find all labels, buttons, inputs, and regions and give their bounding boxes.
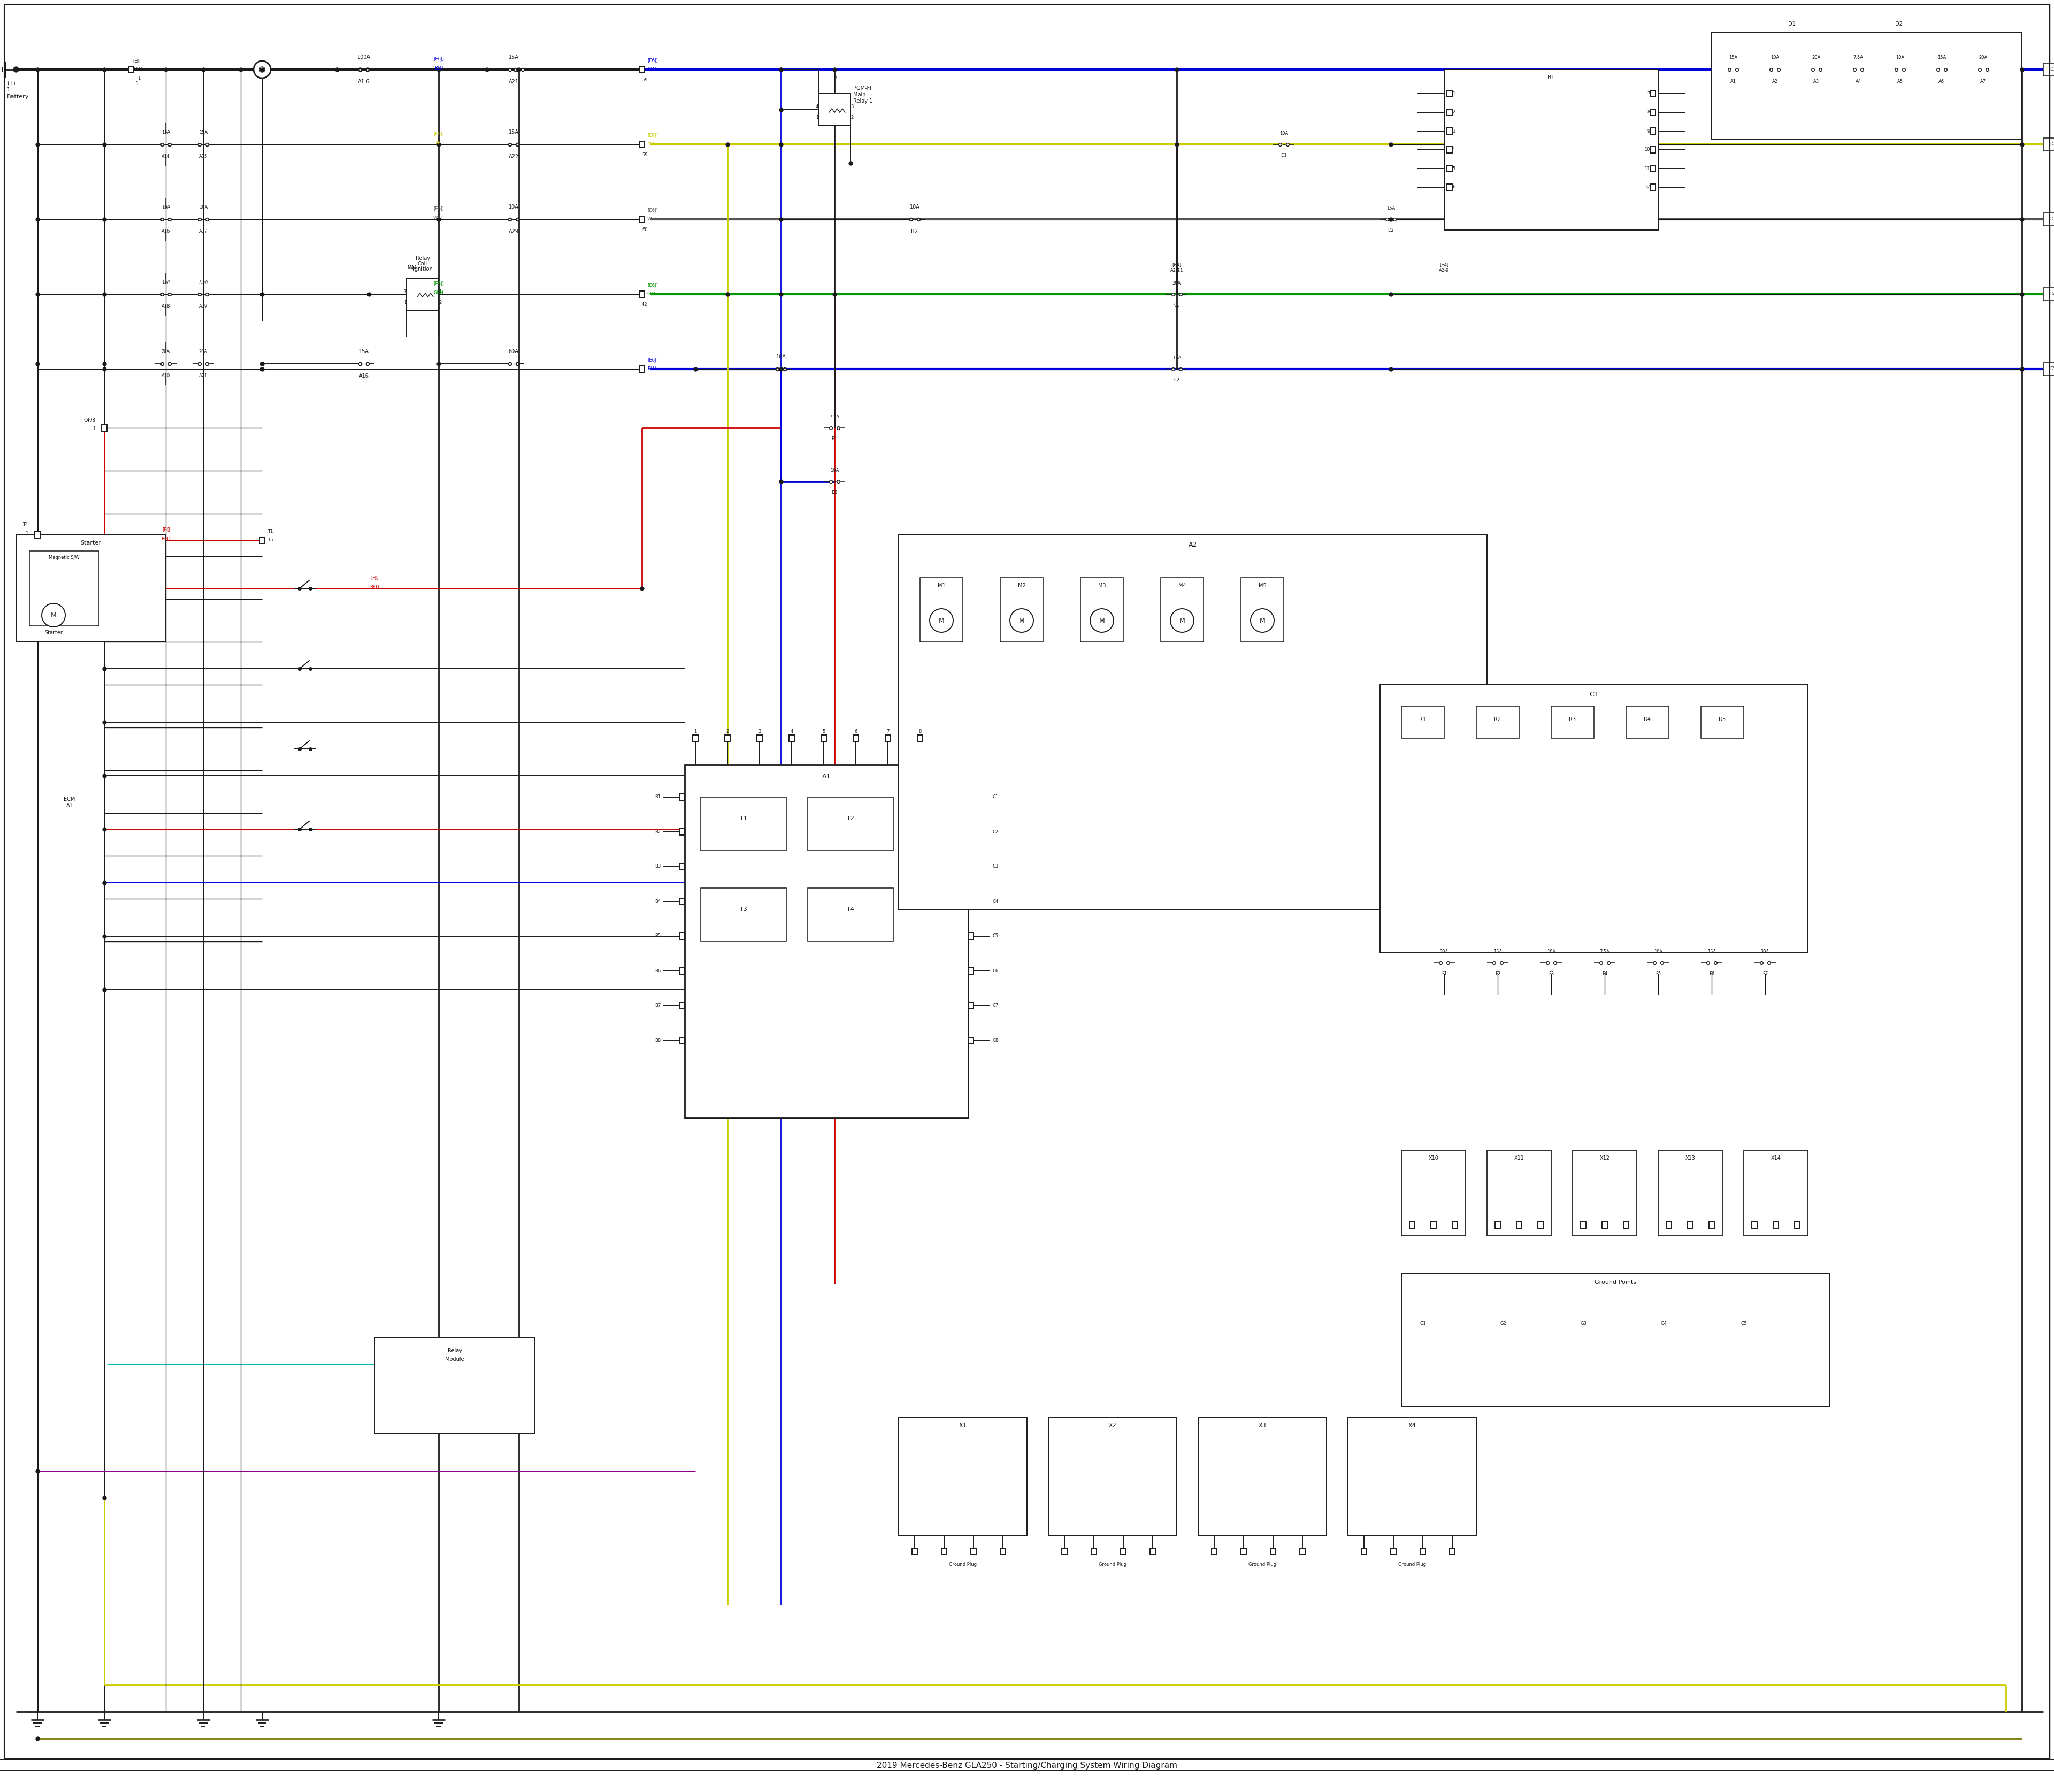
Text: 15A: 15A — [1386, 206, 1395, 211]
Text: M: M — [1259, 616, 1265, 624]
Bar — [756, 735, 762, 742]
Text: B1: B1 — [832, 437, 838, 441]
Bar — [639, 66, 645, 73]
Text: A16: A16 — [359, 373, 370, 378]
Bar — [1391, 1548, 1397, 1554]
Text: YEL: YEL — [435, 142, 442, 145]
Bar — [1666, 1222, 1672, 1228]
Bar — [967, 968, 974, 975]
Text: A17: A17 — [199, 229, 207, 233]
Text: C8: C8 — [992, 1038, 998, 1043]
Bar — [639, 142, 645, 147]
Text: C1: C1 — [1590, 692, 1598, 699]
Bar — [1773, 1222, 1779, 1228]
Text: 20A: 20A — [1440, 950, 1448, 955]
Bar — [639, 290, 645, 297]
Bar — [1711, 32, 2021, 140]
Bar — [1450, 1548, 1454, 1554]
Bar — [1150, 1548, 1154, 1554]
Text: 2: 2 — [850, 115, 852, 120]
Text: [E4]
A2-11: [E4] A2-11 — [1171, 262, 1183, 272]
Bar — [1048, 1417, 1177, 1536]
Text: 3: 3 — [1452, 129, 1454, 133]
Bar — [639, 366, 645, 373]
Text: BLU: BLU — [647, 367, 655, 371]
Bar — [967, 864, 974, 869]
Bar — [920, 577, 963, 642]
Text: [EJ]: [EJ] — [162, 527, 170, 532]
Bar — [639, 366, 645, 373]
Text: C7: C7 — [992, 1004, 998, 1009]
Text: 15A: 15A — [1937, 56, 1945, 59]
Bar — [1401, 1272, 1830, 1407]
Text: Relay: Relay — [448, 1348, 462, 1353]
Text: 15A: 15A — [1707, 950, 1715, 955]
Text: 10A: 10A — [1896, 56, 1904, 59]
Bar — [700, 797, 787, 851]
Text: Coil: Coil — [417, 262, 427, 267]
Bar — [1080, 577, 1124, 642]
Text: B8: B8 — [655, 1038, 661, 1043]
Text: Ground Plug: Ground Plug — [1399, 1563, 1425, 1566]
Text: 10A: 10A — [1771, 56, 1779, 59]
Bar — [374, 1337, 534, 1434]
Bar — [639, 290, 645, 297]
Text: 20A: 20A — [1760, 950, 1768, 955]
Bar — [967, 1002, 974, 1009]
Bar — [680, 828, 684, 835]
Text: WHT: WHT — [433, 215, 444, 220]
Text: Ground Plug: Ground Plug — [1249, 1563, 1276, 1566]
Bar — [1444, 70, 1658, 229]
Text: 60: 60 — [641, 228, 647, 233]
Text: WHT: WHT — [134, 66, 144, 72]
Bar — [1380, 685, 1808, 952]
Bar — [1121, 1548, 1126, 1554]
Text: 4: 4 — [1452, 147, 1454, 152]
Text: 20A: 20A — [199, 349, 207, 355]
Text: T1: T1 — [267, 529, 273, 534]
Text: 6: 6 — [854, 729, 857, 735]
Bar — [1701, 706, 1744, 738]
Bar — [1091, 1548, 1097, 1554]
Text: B1: B1 — [655, 794, 661, 799]
Text: M: M — [1179, 616, 1185, 624]
Text: X10: X10 — [1428, 1156, 1438, 1161]
Bar — [1602, 1222, 1608, 1228]
Text: D2: D2 — [2050, 142, 2054, 147]
Text: Ground Points: Ground Points — [1594, 1279, 1637, 1285]
Text: WHT: WHT — [647, 217, 657, 222]
Circle shape — [253, 61, 271, 79]
Bar — [1241, 1548, 1247, 1554]
Text: X4: X4 — [1409, 1423, 1415, 1428]
Text: L5: L5 — [832, 75, 838, 81]
Bar — [1516, 1222, 1522, 1228]
Bar — [725, 735, 729, 742]
Bar — [1744, 1150, 1808, 1236]
Text: 42: 42 — [641, 303, 647, 306]
Text: B6: B6 — [655, 968, 661, 973]
Text: 15A: 15A — [1173, 357, 1181, 360]
Text: 60A: 60A — [509, 349, 518, 355]
Text: 6: 6 — [1452, 185, 1454, 190]
Text: 15A: 15A — [162, 131, 170, 134]
Bar — [2044, 213, 2054, 226]
Text: [E6J]: [E6J] — [647, 59, 657, 63]
Text: [EI]: [EI] — [134, 59, 140, 63]
Bar — [967, 1038, 974, 1043]
Bar — [684, 765, 967, 1118]
Text: 5: 5 — [1452, 167, 1454, 170]
Bar — [680, 864, 684, 869]
Text: ECM
A1: ECM A1 — [64, 797, 76, 808]
Bar — [1432, 1222, 1436, 1228]
Text: [E6J]: [E6J] — [647, 208, 657, 213]
Text: R5: R5 — [1719, 717, 1725, 722]
Text: A1: A1 — [822, 772, 830, 780]
Bar — [1709, 1222, 1715, 1228]
Bar — [101, 425, 107, 432]
Bar — [29, 550, 99, 625]
Text: A2: A2 — [1189, 541, 1197, 548]
Bar — [1538, 1222, 1543, 1228]
Text: A18: A18 — [162, 305, 170, 308]
Text: R4: R4 — [1643, 717, 1651, 722]
Text: Ground Plug: Ground Plug — [949, 1563, 978, 1566]
